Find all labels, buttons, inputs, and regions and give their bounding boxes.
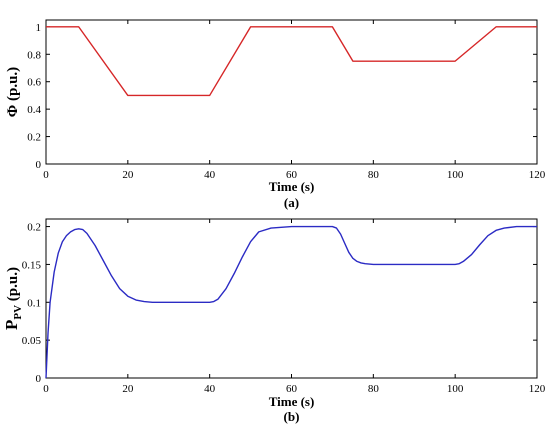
- panel-label: (b): [284, 409, 300, 424]
- x-tick-label: 80: [368, 169, 380, 181]
- x-axis-label: Time (s): [269, 394, 315, 409]
- x-tick-label: 20: [122, 383, 134, 395]
- y-label-unit: (p.u.): [5, 267, 21, 305]
- y-tick-label: 1: [36, 22, 42, 34]
- panel-label: (a): [284, 195, 299, 210]
- x-tick-label: 0: [43, 383, 49, 395]
- y-tick-label: 0.2: [27, 222, 41, 234]
- y-tick-label: 0.8: [27, 49, 41, 61]
- plot-frame: [45, 19, 538, 165]
- y-axis-label: PPV (p.u.): [2, 267, 24, 330]
- x-tick-label: 40: [204, 169, 216, 181]
- y-tick-label: 0: [36, 373, 42, 385]
- x-tick-label: 120: [529, 169, 546, 181]
- x-tick-label: 60: [286, 169, 298, 181]
- y-label-main: P: [2, 320, 21, 330]
- chart-a: 0 20 40 60 80 100 120 0 0.2 0.4 0.6 0.8 1 Time (s)(a)…: [5, 19, 546, 210]
- y-label-subscript: PV: [12, 305, 24, 320]
- x-tick-label: 80: [368, 383, 380, 395]
- y-tick-label: 0.05: [22, 335, 42, 347]
- y-tick-label: 0.2: [27, 132, 41, 144]
- x-tick-label: 40: [204, 383, 216, 395]
- plot-frame: [45, 218, 538, 379]
- y-tick-label: 0.6: [27, 77, 41, 89]
- x-tick-label: 0: [43, 169, 49, 181]
- x-tick-label: 60: [286, 383, 298, 395]
- y-tick-label: 0: [36, 159, 42, 171]
- y-tick-label: 0.15: [22, 259, 42, 271]
- x-tick-label: 120: [529, 383, 546, 395]
- x-tick-label: 100: [447, 169, 464, 181]
- series-line: [45, 225, 537, 379]
- x-tick-label: 20: [122, 169, 134, 181]
- y-tick-label: 0.1: [27, 297, 41, 309]
- y-tick-label: 0.4: [27, 104, 41, 116]
- chart-b: 0 20 40 60 80 100 120 0 0.05 0.1 0.15 0.2 Time (s)(b…: [2, 218, 546, 424]
- y-axis-label: Φ (p.u.): [5, 67, 21, 117]
- x-axis-label: Time (s): [269, 179, 315, 194]
- x-tick-label: 100: [447, 383, 464, 395]
- series-line: [46, 26, 537, 97]
